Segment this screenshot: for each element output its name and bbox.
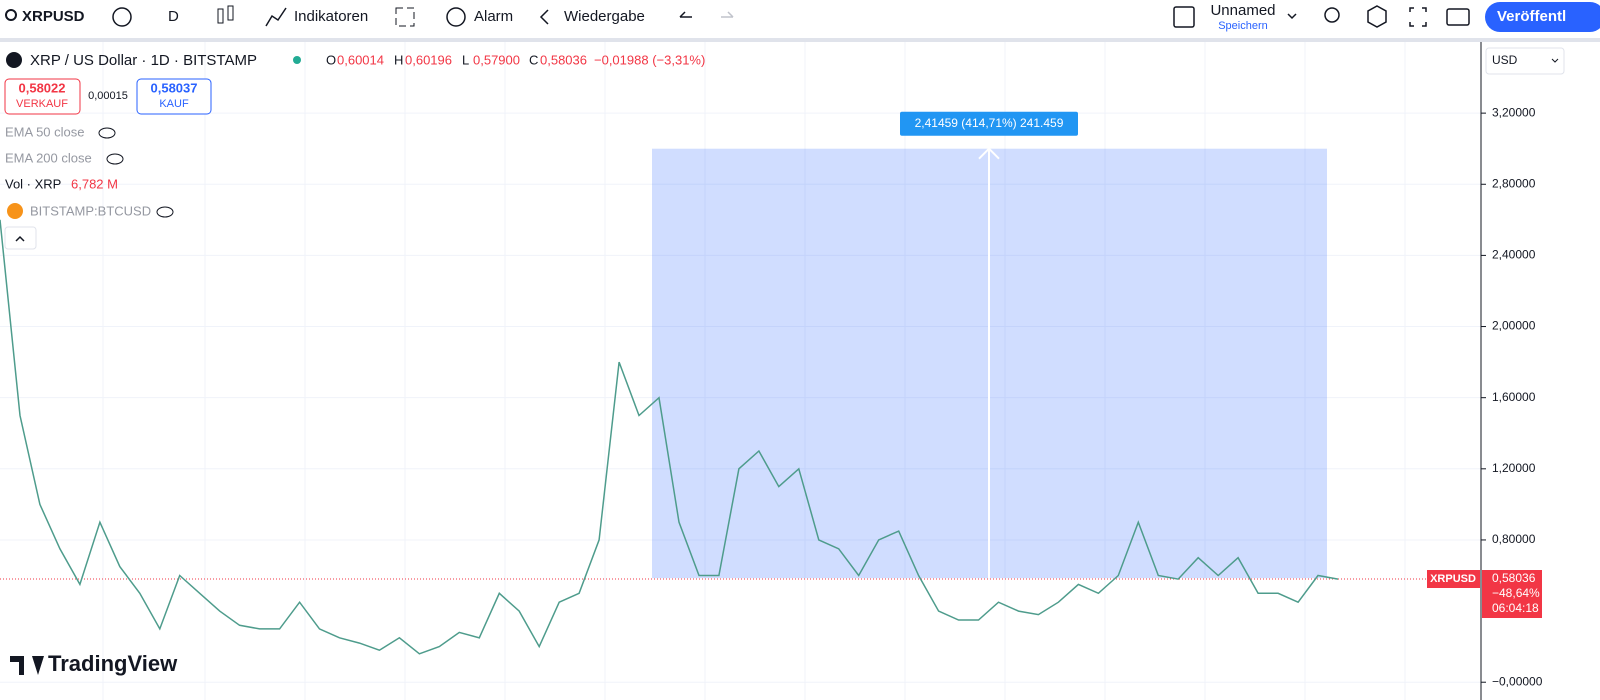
ohlc-value: 0,58036 xyxy=(540,52,587,67)
alert-button[interactable]: Alarm xyxy=(474,8,513,25)
publish-label[interactable]: Veröffentl xyxy=(1497,8,1566,25)
currency[interactable]: USD xyxy=(1492,53,1518,67)
ohlc-label: O xyxy=(326,52,336,67)
currency-select[interactable] xyxy=(1485,47,1565,75)
indicator: EMA 200 close xyxy=(5,150,92,165)
symbol[interactable]: XRPUSD xyxy=(22,8,85,25)
vertical-grid xyxy=(102,42,1406,700)
volume-value: 6,782 M xyxy=(71,176,118,191)
quick-search[interactable] xyxy=(1324,7,1340,23)
y-tick-label: 2,00000 xyxy=(1492,319,1536,333)
y-tick-label: 0,80000 xyxy=(1492,532,1536,546)
chart-type-icon[interactable] xyxy=(227,5,234,21)
redo[interactable] xyxy=(721,11,734,18)
y-tick-label: 3,20000 xyxy=(1492,105,1536,119)
indicator: EMA 50 close xyxy=(5,124,85,139)
ohlc-value: 0,60196 xyxy=(405,52,452,67)
buy-label[interactable]: KAUF xyxy=(159,98,189,110)
chart-type-icon[interactable] xyxy=(217,8,224,24)
publish-button[interactable] xyxy=(1485,2,1600,32)
market-status xyxy=(293,56,301,64)
interval[interactable]: D xyxy=(168,8,179,25)
layout-icon[interactable] xyxy=(1173,6,1195,28)
symbol-tag xyxy=(1427,570,1480,589)
compare-symbol: BITSTAMP:BTCUSD xyxy=(30,203,151,218)
brand: TradingView xyxy=(48,651,178,676)
y-tick-label: −0,00000 xyxy=(1492,674,1543,688)
symbol-tag-label: XRPUSD xyxy=(1430,573,1476,585)
toolbar-border xyxy=(0,38,1600,42)
brand-logo xyxy=(10,656,44,675)
buy-price[interactable]: 0,58037 xyxy=(151,80,198,95)
ohlc-label: C xyxy=(529,52,538,67)
measure-label: 2,41459 (414,71%) 241.459 xyxy=(915,116,1064,130)
layout-dropdown[interactable] xyxy=(1287,13,1297,20)
ohlc-label: H xyxy=(394,52,403,67)
hidden-icon[interactable] xyxy=(106,153,124,165)
indicators-button[interactable]: Indikatoren xyxy=(294,8,368,25)
last-change-label: −48,64% xyxy=(1492,586,1540,600)
volume-label: Vol · XRP xyxy=(5,176,61,191)
replay-icon[interactable] xyxy=(539,9,549,25)
y-tick-label: 2,40000 xyxy=(1492,248,1536,262)
ohlc-value: 0,57900 xyxy=(473,52,520,67)
currency-dropdown[interactable] xyxy=(1551,58,1559,63)
btc-logo xyxy=(7,203,23,219)
measure-arrowhead xyxy=(978,147,1000,160)
collapse-icon[interactable] xyxy=(15,235,25,242)
ohlc-label: L xyxy=(462,52,469,67)
fullscreen[interactable] xyxy=(1409,7,1427,27)
y-tick-label: 1,60000 xyxy=(1492,390,1536,404)
ohlc-value: 0,60014 xyxy=(337,52,384,67)
search-icon[interactable] xyxy=(5,9,17,21)
sell-label[interactable]: VERKAUF xyxy=(16,98,68,110)
undo[interactable] xyxy=(679,11,692,18)
countdown-label: 06:04:18 xyxy=(1492,601,1539,615)
indicators-icon[interactable] xyxy=(265,7,287,27)
change: −0,01988 (−3,31%) xyxy=(594,52,705,67)
layout-save[interactable]: Speichern xyxy=(1218,20,1268,32)
settings[interactable] xyxy=(1367,5,1387,28)
legend-title: XRP / US Dollar · 1D · BITSTAMP xyxy=(30,52,257,69)
templates-icon[interactable] xyxy=(395,7,415,27)
plot: 2,41459 (414,71%) 241.459 xyxy=(0,111,1481,683)
y-tick-label: 2,80000 xyxy=(1492,176,1536,190)
add-symbol[interactable] xyxy=(112,7,132,27)
sell-price[interactable]: 0,58022 xyxy=(19,80,66,95)
price-line xyxy=(0,219,1339,655)
spread: 0,00015 xyxy=(88,90,128,102)
layout-name[interactable]: Unnamed xyxy=(1210,2,1275,19)
last-price-label: 0,58036 xyxy=(1492,571,1536,585)
replay-button[interactable]: Wiedergabe xyxy=(564,8,645,25)
snapshot[interactable] xyxy=(1446,8,1470,26)
buy-button[interactable] xyxy=(136,78,212,115)
sell-button[interactable] xyxy=(4,78,81,115)
hidden-icon[interactable] xyxy=(156,206,174,218)
toolbar xyxy=(0,0,1600,38)
hidden-icon[interactable] xyxy=(98,127,116,139)
last-price-tag xyxy=(1482,570,1542,619)
measure-label-box xyxy=(900,111,1078,136)
y-tick-label: 1,20000 xyxy=(1492,461,1536,475)
alert-icon[interactable] xyxy=(446,7,466,27)
symbol-logo xyxy=(6,52,22,68)
